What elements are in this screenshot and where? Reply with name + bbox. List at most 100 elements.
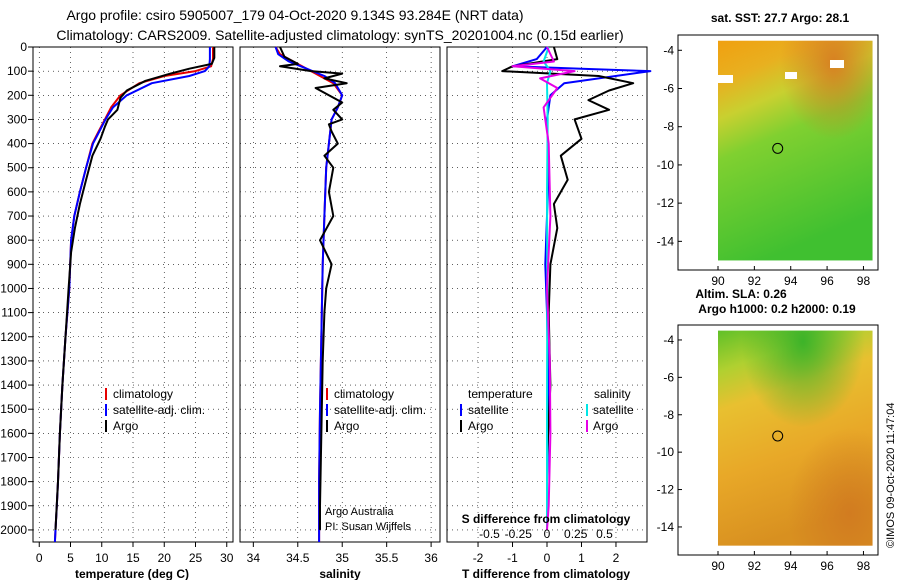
ytick-label: 1400 bbox=[0, 378, 27, 392]
ytick-label: 1500 bbox=[0, 402, 27, 416]
xtick-label: 1 bbox=[578, 551, 585, 565]
ytick-label: 2000 bbox=[0, 523, 27, 537]
map-ytick-label: -8 bbox=[663, 120, 674, 134]
sst-map-xticks: 90 92 94 96 98 bbox=[711, 266, 870, 288]
map-xtick-label: 94 bbox=[784, 274, 798, 288]
map-ytick-label: -14 bbox=[657, 520, 675, 534]
legend-swatch-sal-argo bbox=[586, 420, 588, 432]
xtick-label: 20 bbox=[158, 551, 172, 565]
legend-swatch-climatology bbox=[326, 388, 328, 400]
xtick-label: 34 bbox=[247, 551, 261, 565]
difference-xlabel: T difference from climatology bbox=[462, 567, 630, 580]
sst-missing-patch bbox=[785, 72, 797, 79]
ytick-label: 1900 bbox=[0, 499, 27, 513]
difference-panel: -2 -1 0 1 2 -0.5 -0.25 0 0.25 0.5 T difference f… bbox=[446, 46, 652, 581]
temperature-grid bbox=[33, 46, 233, 542]
sla-map-title: Altim. SLA: 0.26 bbox=[695, 287, 787, 301]
legend-swatch-satellite-adj bbox=[326, 404, 328, 416]
ytick-label: 700 bbox=[7, 209, 27, 223]
sst-map-title: sat. SST: 27.7 Argo: 28.1 bbox=[711, 11, 850, 25]
ytick-label: 400 bbox=[7, 137, 27, 151]
map-xtick-label: 98 bbox=[857, 559, 871, 573]
difference-top-label: S difference from climatology bbox=[462, 512, 631, 526]
xtick-label: -1 bbox=[507, 551, 518, 565]
top-tick-label: -0.25 bbox=[505, 527, 533, 541]
ytick-label: 1200 bbox=[0, 330, 27, 344]
sla-high-patch bbox=[718, 330, 873, 546]
legend-swatch-temp-satellite bbox=[460, 404, 462, 416]
series-climatology bbox=[53, 47, 214, 543]
xtick-label: 0 bbox=[36, 551, 43, 565]
note-argo-australia: Argo Australia bbox=[325, 506, 394, 518]
sla-map-title2: Argo h1000: 0.2 h2000: 0.19 bbox=[698, 302, 856, 316]
legend-label-climatology: climatology bbox=[113, 387, 173, 401]
ytick-label: 1600 bbox=[0, 426, 27, 440]
legend-heading-salinity: salinity bbox=[594, 387, 631, 401]
sla-map-panel: Altim. SLA: 0.26 Argo h1000: 0.2 h2000: … bbox=[657, 287, 879, 573]
legend-swatch-argo bbox=[105, 420, 107, 432]
map-xtick-label: 92 bbox=[748, 559, 762, 573]
map-ytick-label: -6 bbox=[663, 81, 674, 95]
sst-map-border bbox=[677, 34, 879, 271]
sla-map-border bbox=[677, 324, 879, 556]
series-salinity-argo bbox=[511, 46, 576, 530]
ytick-label: 600 bbox=[7, 185, 27, 199]
top-tick-label: -0.5 bbox=[479, 527, 500, 541]
xtick-label: 10 bbox=[95, 551, 109, 565]
map-xtick-label: 96 bbox=[820, 559, 834, 573]
legend-swatch-temp-argo bbox=[460, 420, 462, 432]
argo-position-marker bbox=[772, 430, 784, 442]
map-xtick-label: 90 bbox=[711, 274, 725, 288]
temperature-legend: climatology satellite-adj. clim. Argo bbox=[105, 387, 205, 433]
temperature-panel: 0 5 10 15 20 25 30 0 100 200 300 400 500 600 700 800 90… bbox=[0, 40, 234, 581]
note-pi: PI: Susan Wijffels bbox=[325, 521, 411, 533]
difference-lines bbox=[501, 46, 652, 530]
xtick-label: 25 bbox=[189, 551, 203, 565]
series-satellite-adj-clim- bbox=[53, 47, 211, 543]
top-tick-label: 0.25 bbox=[564, 527, 588, 541]
ytick-label: 200 bbox=[7, 88, 27, 102]
temperature-lines bbox=[53, 47, 216, 543]
salinity-xlabel: salinity bbox=[319, 567, 361, 580]
xtick-label: 2 bbox=[613, 551, 620, 565]
xtick-label: 36 bbox=[424, 551, 438, 565]
map-xtick-label: 92 bbox=[748, 274, 762, 288]
sst-missing-patch bbox=[830, 60, 844, 68]
salinity-legend: climatology satellite-adj. clim. Argo bbox=[326, 387, 426, 433]
map-ytick-label: -8 bbox=[663, 408, 674, 422]
map-ytick-label: -6 bbox=[663, 370, 674, 384]
map-ytick-label: -12 bbox=[657, 483, 675, 497]
legend-swatch-sal-satellite bbox=[586, 404, 588, 416]
ytick-label: 1100 bbox=[1, 306, 27, 320]
salinity-xticks: 34 34.5 35 35.5 36 bbox=[247, 542, 438, 565]
xtick-label: 0 bbox=[544, 551, 551, 565]
ytick-label: 100 bbox=[7, 64, 27, 78]
xtick-label: -2 bbox=[473, 551, 484, 565]
legend-label-satellite-adj: satellite-adj. clim. bbox=[113, 403, 205, 417]
xtick-label: 35 bbox=[336, 551, 350, 565]
title-line2: Climatology: CARS2009. Satellite-adjuste… bbox=[56, 27, 623, 43]
salinity-panel: 34 34.5 35 35.5 36 salinity climatology sate… bbox=[239, 46, 441, 581]
xtick-label: 5 bbox=[67, 551, 74, 565]
ytick-label: 0 bbox=[20, 40, 27, 54]
legend-label-argo: Argo bbox=[113, 419, 139, 433]
xtick-label: 30 bbox=[220, 551, 234, 565]
sla-map-xticks: 90 92 94 96 98 bbox=[711, 551, 870, 573]
sst-map-panel: sat. SST: 27.7 Argo: 28.1 90 92 94 96 98 -4-… bbox=[657, 11, 879, 288]
map-ytick-label: -10 bbox=[657, 158, 675, 172]
sst-missing-patch bbox=[715, 75, 733, 83]
temperature-xlabel: temperature (deg C) bbox=[75, 567, 189, 580]
legend-heading-temperature: temperature bbox=[468, 387, 533, 401]
ytick-label: 500 bbox=[7, 161, 27, 175]
series-argo bbox=[279, 46, 348, 530]
top-tick-label: 0.5 bbox=[596, 527, 613, 541]
ytick-label: 1800 bbox=[0, 475, 27, 489]
imos-credit: ©IMOS 09-Oct-2020 11:47:04 bbox=[885, 403, 897, 548]
series-argo bbox=[54, 47, 216, 530]
legend-label-sal-argo: Argo bbox=[593, 419, 619, 433]
legend-swatch-satellite-adj bbox=[105, 404, 107, 416]
ytick-label: 800 bbox=[7, 233, 27, 247]
difference-top-ticks: -0.5 -0.25 0 0.25 0.5 bbox=[479, 527, 613, 541]
ytick-label: 900 bbox=[7, 257, 27, 271]
